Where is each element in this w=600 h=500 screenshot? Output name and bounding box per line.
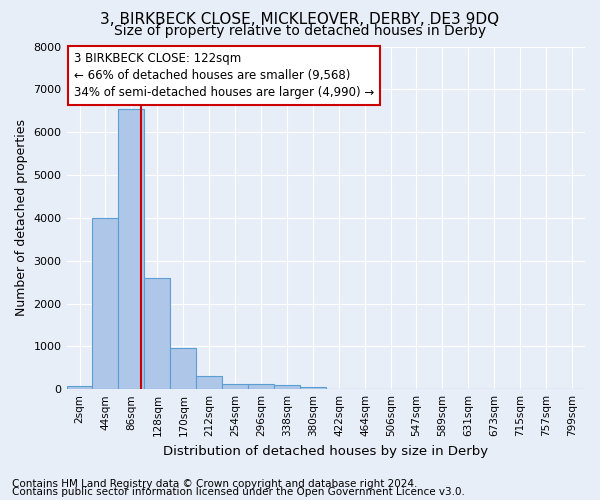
- X-axis label: Distribution of detached houses by size in Derby: Distribution of detached houses by size …: [163, 444, 488, 458]
- Text: Size of property relative to detached houses in Derby: Size of property relative to detached ho…: [114, 24, 486, 38]
- Bar: [118, 108, 145, 389]
- Bar: [196, 376, 222, 389]
- Bar: [274, 386, 300, 389]
- Text: Contains HM Land Registry data © Crown copyright and database right 2024.: Contains HM Land Registry data © Crown c…: [12, 479, 418, 489]
- Bar: [145, 278, 170, 389]
- Bar: [67, 386, 92, 389]
- Bar: [222, 384, 248, 389]
- Bar: [170, 348, 196, 389]
- Bar: [300, 386, 326, 389]
- Text: Contains public sector information licensed under the Open Government Licence v3: Contains public sector information licen…: [12, 487, 465, 497]
- Text: 3 BIRKBECK CLOSE: 122sqm
← 66% of detached houses are smaller (9,568)
34% of sem: 3 BIRKBECK CLOSE: 122sqm ← 66% of detach…: [74, 52, 374, 98]
- Bar: [248, 384, 274, 389]
- Y-axis label: Number of detached properties: Number of detached properties: [15, 120, 28, 316]
- Bar: [92, 218, 118, 389]
- Text: 3, BIRKBECK CLOSE, MICKLEOVER, DERBY, DE3 9DQ: 3, BIRKBECK CLOSE, MICKLEOVER, DERBY, DE…: [100, 12, 500, 28]
